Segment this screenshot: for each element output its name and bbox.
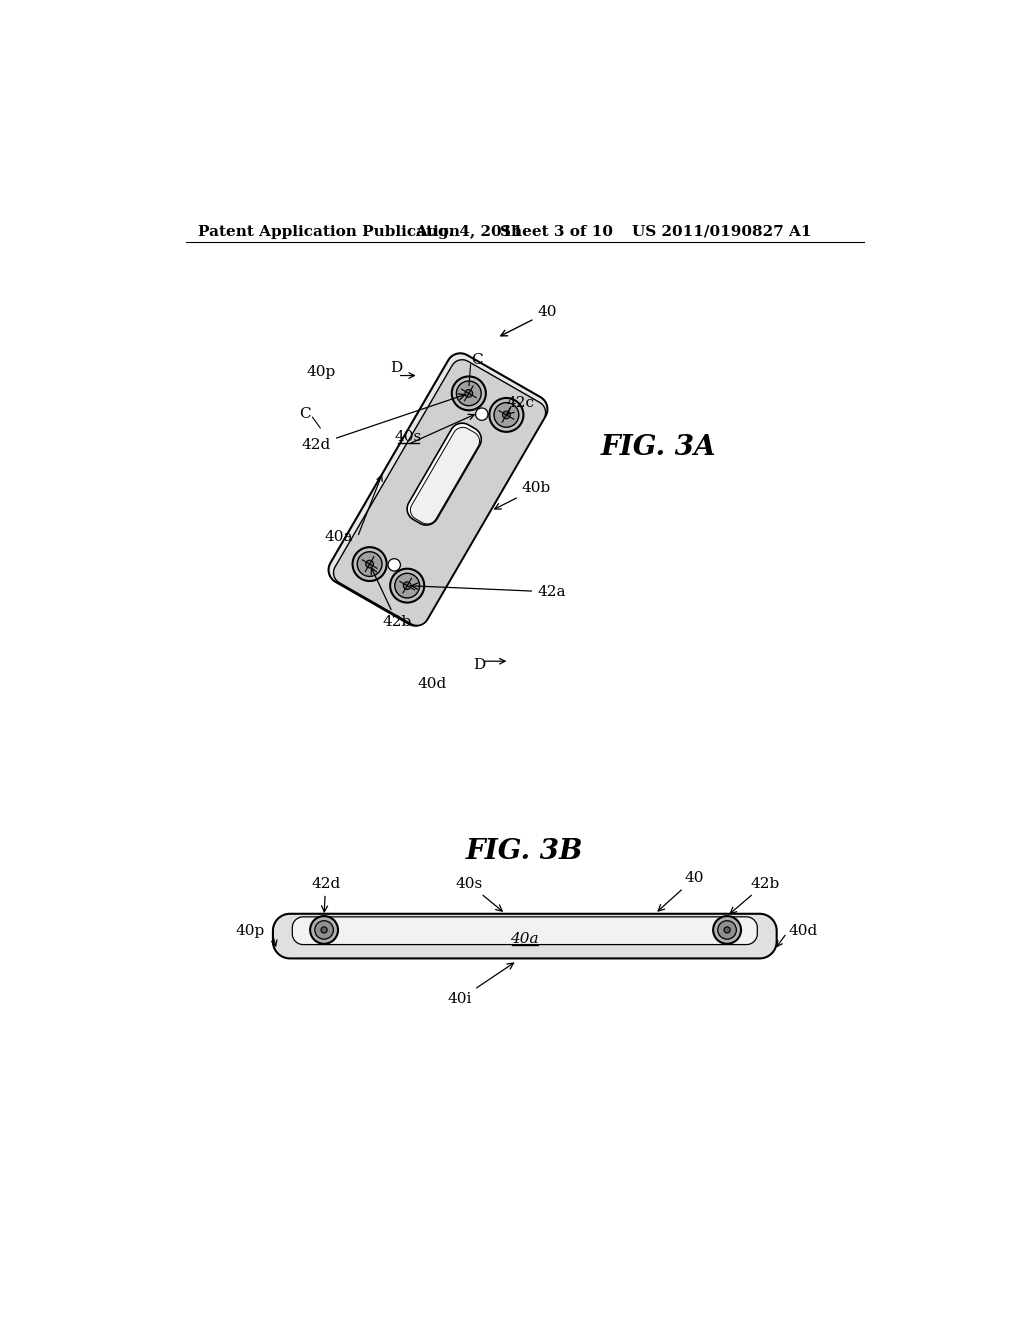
Circle shape xyxy=(724,927,730,933)
Text: 42d: 42d xyxy=(311,876,340,912)
Text: D: D xyxy=(390,360,402,375)
Text: US 2011/0190827 A1: US 2011/0190827 A1 xyxy=(632,224,811,239)
Text: 40s: 40s xyxy=(456,876,502,911)
Text: 40: 40 xyxy=(658,871,703,911)
Text: 40d: 40d xyxy=(418,677,447,690)
Text: D: D xyxy=(473,659,485,672)
Circle shape xyxy=(390,569,424,602)
Circle shape xyxy=(465,389,473,397)
Text: Sheet 3 of 10: Sheet 3 of 10 xyxy=(500,224,613,239)
Circle shape xyxy=(395,573,420,598)
Text: FIG. 3A: FIG. 3A xyxy=(601,434,716,461)
Polygon shape xyxy=(334,360,546,626)
Circle shape xyxy=(494,403,519,428)
Circle shape xyxy=(357,552,382,577)
Text: 42c: 42c xyxy=(506,396,535,414)
Text: Patent Application Publication: Patent Application Publication xyxy=(198,224,460,239)
Text: C: C xyxy=(299,407,311,421)
Circle shape xyxy=(489,399,523,432)
Polygon shape xyxy=(273,913,776,958)
Text: 42b: 42b xyxy=(372,568,412,628)
Circle shape xyxy=(403,582,411,590)
Text: 42b: 42b xyxy=(730,876,779,913)
Polygon shape xyxy=(411,428,479,524)
Circle shape xyxy=(713,916,741,944)
Text: 42d: 42d xyxy=(302,393,465,451)
Text: 40: 40 xyxy=(501,305,557,335)
Text: 40b: 40b xyxy=(495,480,551,510)
Circle shape xyxy=(352,546,387,581)
Text: 40p: 40p xyxy=(306,366,336,379)
Circle shape xyxy=(503,411,510,418)
Text: 40d: 40d xyxy=(788,924,817,939)
Circle shape xyxy=(314,921,334,940)
Circle shape xyxy=(310,916,338,944)
Text: 42a: 42a xyxy=(412,583,565,599)
Text: FIG. 3B: FIG. 3B xyxy=(466,838,584,865)
Circle shape xyxy=(366,560,374,568)
Polygon shape xyxy=(408,424,481,525)
Text: 40i: 40i xyxy=(447,964,514,1006)
Text: 40p: 40p xyxy=(236,924,264,939)
Text: 40s: 40s xyxy=(395,430,422,444)
Circle shape xyxy=(388,558,400,572)
Circle shape xyxy=(475,408,488,420)
Text: C: C xyxy=(471,354,483,367)
Circle shape xyxy=(457,381,481,405)
Text: 40a: 40a xyxy=(325,531,352,544)
Polygon shape xyxy=(329,354,548,626)
Circle shape xyxy=(321,927,328,933)
Circle shape xyxy=(452,376,485,411)
Circle shape xyxy=(718,921,736,940)
Text: Aug. 4, 2011: Aug. 4, 2011 xyxy=(415,224,522,239)
Polygon shape xyxy=(292,917,758,945)
Text: 40a: 40a xyxy=(511,932,539,946)
